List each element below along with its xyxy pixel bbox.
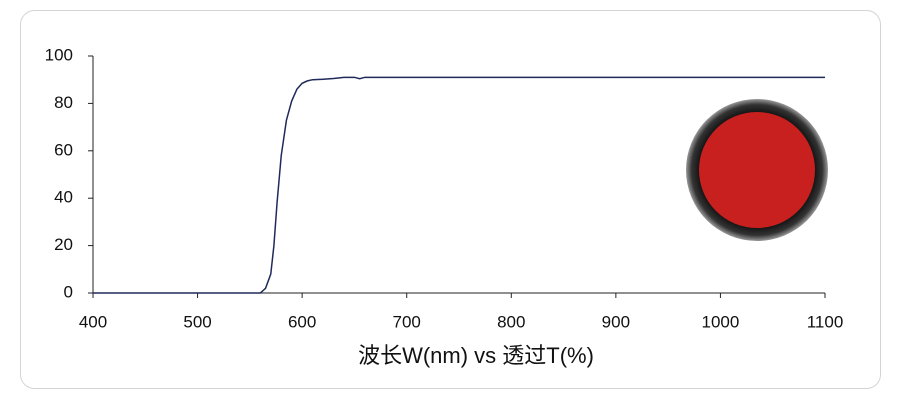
x-axis-label: 波长W(nm) vs 透过T(%) <box>358 343 594 368</box>
y-tick-label: 20 <box>54 235 73 254</box>
filter-image <box>682 98 830 241</box>
x-tick-label: 700 <box>393 312 421 331</box>
x-tick-label: 600 <box>288 312 316 331</box>
y-tick-label: 40 <box>54 188 73 207</box>
y-tick-label: 100 <box>45 45 73 64</box>
x-tick-label: 500 <box>183 312 211 331</box>
x-tick-label: 800 <box>497 312 525 331</box>
x-tick-label: 400 <box>79 312 107 331</box>
y-tick-label: 0 <box>64 282 73 301</box>
x-tick-label: 1100 <box>807 312 844 331</box>
series-line <box>93 76 825 294</box>
y-tick-label: 60 <box>54 140 73 159</box>
x-tick-label: 1000 <box>702 312 740 331</box>
card <box>20 10 881 389</box>
y-tick-label: 80 <box>54 93 73 112</box>
x-tick-label: 900 <box>602 312 630 331</box>
